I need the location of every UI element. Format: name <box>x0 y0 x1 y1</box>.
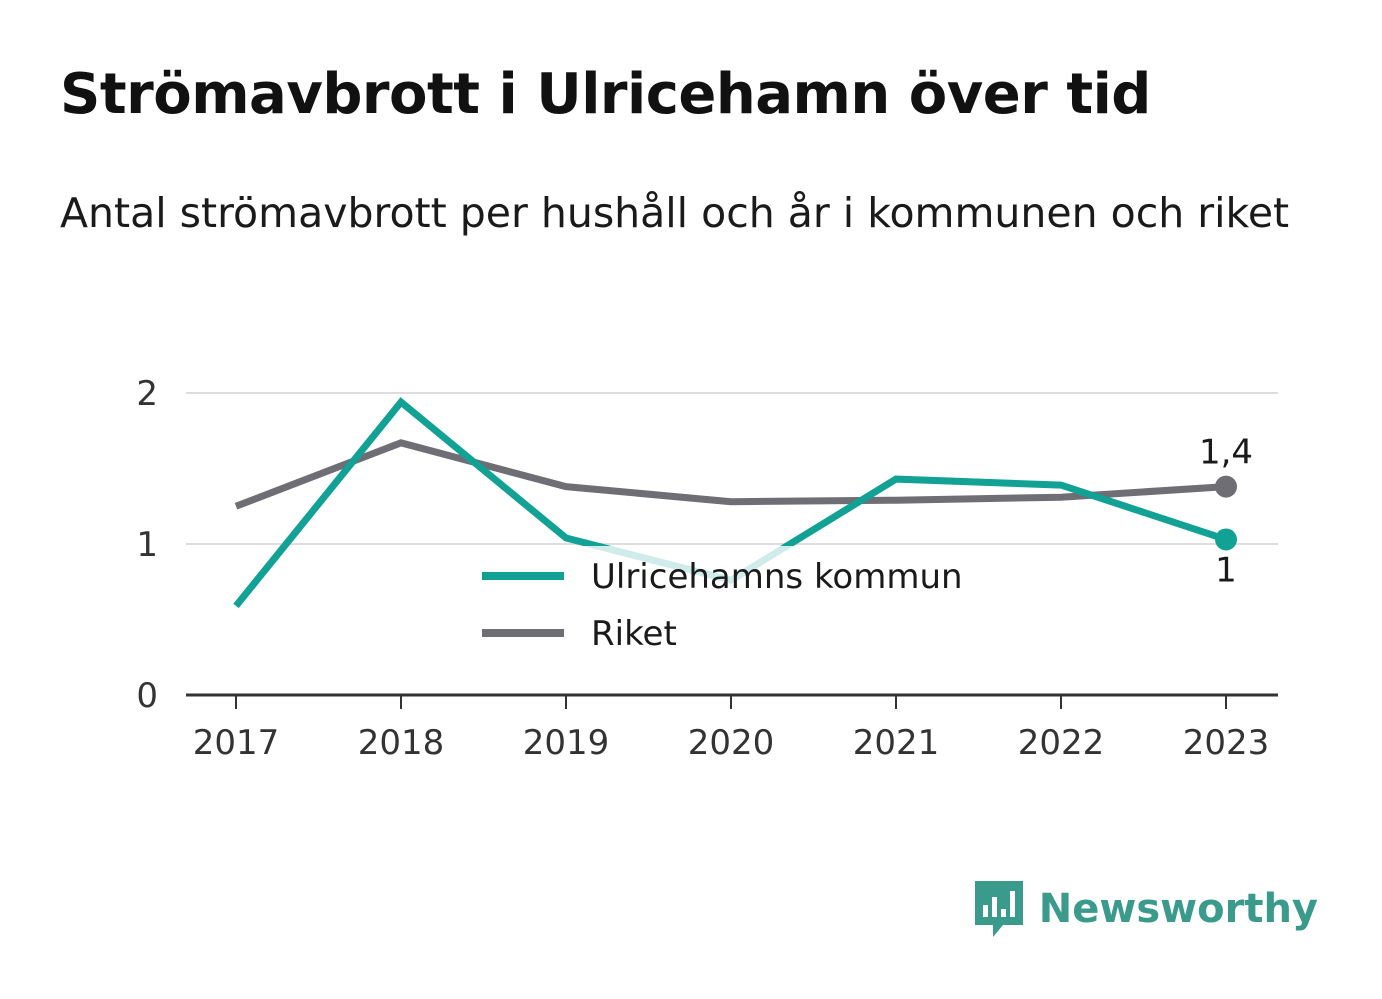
y-tick-label-2: 2 <box>136 374 158 414</box>
end-label-1: 1,4 <box>1199 433 1253 473</box>
x-tick-label-2023: 2023 <box>1183 723 1270 763</box>
x-tick-label-2020: 2020 <box>688 723 775 763</box>
chart-title: Strömavbrott i Ulricehamn över tid <box>60 62 1151 127</box>
x-tick-label-2021: 2021 <box>853 723 940 763</box>
newsworthy-brand: Newsworthy <box>973 878 1318 940</box>
y-tick-label-1: 1 <box>136 525 158 565</box>
x-tick-label-2017: 2017 <box>193 723 280 763</box>
legend-label-1: Riket <box>591 614 677 654</box>
x-tick-label-2019: 2019 <box>523 723 610 763</box>
x-axis: 2017 2018 2019 2020 2021 2022 2023 <box>186 693 1278 763</box>
chart-subtitle: Antal strömavbrott per hushåll och år i … <box>60 189 1290 237</box>
x-tick-label-2018: 2018 <box>358 723 445 763</box>
brand-name: Newsworthy <box>1038 886 1318 932</box>
series-line-riket <box>234 439 1227 510</box>
x-tick-label-2022: 2022 <box>1018 723 1105 763</box>
legend-background <box>470 546 994 664</box>
legend-label-0: Ulricehamns kommun <box>591 557 963 597</box>
y-tick-label-0: 0 <box>136 676 158 716</box>
end-markers: 11,4 <box>1199 433 1253 591</box>
end-marker-0 <box>1215 528 1237 551</box>
newsworthy-logo-icon <box>974 881 1023 937</box>
gridlines <box>186 392 1278 545</box>
y-axis: 0 1 2 <box>136 374 158 716</box>
end-marker-1 <box>1215 475 1237 498</box>
legend: Ulricehamns kommun Riket <box>470 546 994 664</box>
end-label-0: 1 <box>1215 550 1237 590</box>
